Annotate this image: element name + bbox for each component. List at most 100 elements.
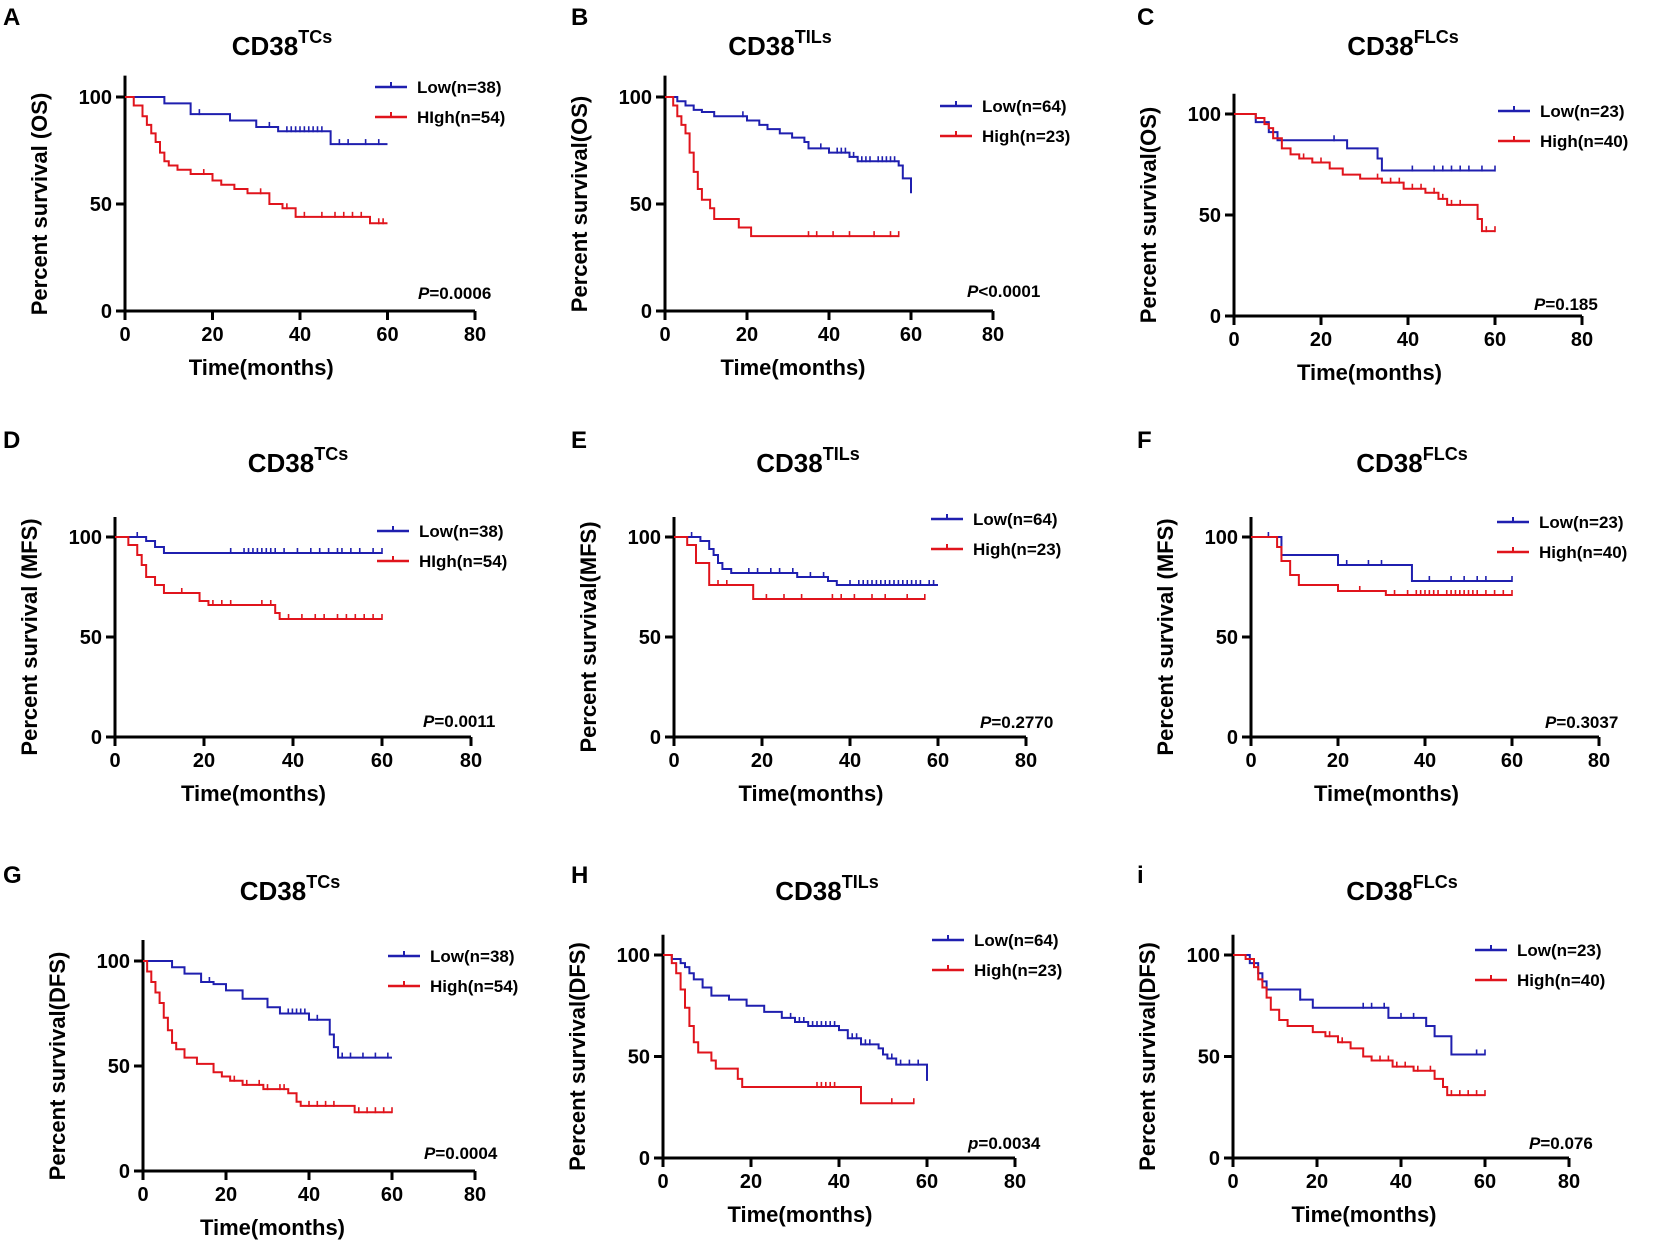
x-tick-label: 40: [289, 324, 311, 346]
x-axis-label: Time(months): [181, 781, 326, 806]
y-tick-label: 0: [101, 301, 112, 323]
x-axis-label: Time(months): [738, 781, 883, 806]
panel-G: G CD38TCs 0 20 40 60 80 0 50 100 Time(months) Perce…: [3, 862, 518, 1240]
x-tick-label: 40: [818, 324, 840, 346]
x-axis-label: Time(months): [1297, 360, 1442, 385]
x-tick-label: 20: [736, 324, 758, 346]
x-tick-label: 80: [460, 750, 482, 772]
y-tick-label: 100: [79, 87, 112, 109]
y-axis-label: Percent survival (MFS): [17, 518, 42, 755]
y-tick-label: 0: [650, 727, 661, 749]
x-tick-label: 20: [1327, 750, 1349, 772]
y-tick-label: 0: [1227, 727, 1238, 749]
chart-title-superscript: FLCs: [1413, 872, 1458, 892]
p-value-prefix: P: [418, 284, 430, 303]
y-tick-label: 100: [628, 527, 661, 549]
y-tick-label: 50: [1216, 627, 1238, 649]
chart-title-superscript: TCs: [298, 27, 332, 47]
x-axis-label: Time(months): [1291, 1202, 1436, 1227]
chart-title-superscript: TILs: [823, 444, 860, 464]
y-tick-label: 100: [1188, 104, 1221, 126]
x-tick-label: 80: [1004, 1171, 1026, 1193]
legend-label-high: HIgh(n=54): [417, 108, 505, 127]
y-tick-label: 100: [69, 527, 102, 549]
y-tick-label: 0: [1209, 1148, 1220, 1170]
legend-label-low: Low(n=38): [417, 78, 502, 97]
y-axis-label: Percent survival (OS): [27, 93, 52, 316]
x-tick-label: 80: [1571, 329, 1593, 351]
p-value: P=0.0004: [424, 1144, 498, 1163]
p-value-text: =0.0006: [429, 284, 491, 303]
y-tick-label: 0: [119, 1161, 130, 1183]
x-tick-label: 0: [109, 750, 120, 772]
km-curve-high: [143, 960, 392, 1114]
legend-label-high: High(n=23): [982, 127, 1070, 146]
chart-title-main: CD38: [756, 448, 822, 478]
chart-title-superscript: FLCs: [1414, 27, 1459, 47]
y-tick-label: 0: [1210, 306, 1221, 328]
x-tick-label: 20: [201, 324, 223, 346]
chart-title: CD38FLCs: [1346, 872, 1457, 906]
y-tick-label: 100: [619, 87, 652, 109]
km-curve-low: [143, 960, 392, 1059]
panel-E: E CD38TILs 0 20 40 60 80 0 50 100 Time(months) Perc…: [571, 427, 1061, 806]
p-value-prefix: P: [423, 712, 435, 731]
chart-title-main: CD38: [240, 876, 306, 906]
p-value-text: <0.0001: [978, 282, 1040, 301]
x-tick-label: 60: [1474, 1171, 1496, 1193]
km-curve-low: [674, 536, 938, 586]
p-value-text: =0.0034: [978, 1134, 1040, 1153]
x-tick-label: 20: [1306, 1171, 1328, 1193]
legend-label-high: High(n=40): [1539, 543, 1627, 562]
x-tick-label: 0: [119, 324, 130, 346]
chart-title-main: CD38: [1347, 31, 1413, 61]
chart-title-main: CD38: [728, 31, 794, 61]
panel-F: F CD38FLCs 0 20 40 60 80 0 50 100 Time(months) Perc…: [1137, 427, 1627, 806]
x-axis-label: Time(months): [1314, 781, 1459, 806]
p-value-text: =0.2770: [991, 713, 1053, 732]
panel-letter: H: [571, 862, 588, 889]
panel-D: D CD38TCs 0 20 40 60 80 0 50 100 Time(months) Perce…: [3, 427, 507, 806]
panel-letter: B: [571, 4, 588, 31]
y-tick-label: 0: [91, 727, 102, 749]
p-value-text: =0.185: [1545, 295, 1597, 314]
p-value-text: =0.076: [1540, 1134, 1592, 1153]
chart-title-main: CD38: [1346, 876, 1412, 906]
legend-label-low: Low(n=23): [1539, 513, 1624, 532]
x-tick-label: 0: [1245, 750, 1256, 772]
chart-title-superscript: TCs: [314, 444, 348, 464]
panel-letter: E: [571, 427, 587, 454]
x-tick-label: 20: [1310, 329, 1332, 351]
chart-title-superscript: TCs: [306, 872, 340, 892]
p-value: P=0.2770: [980, 713, 1053, 732]
x-tick-label: 0: [137, 1184, 148, 1206]
p-value: P=0.185: [1534, 295, 1598, 314]
panel-letter: C: [1137, 4, 1154, 31]
legend-label-high: High(n=23): [974, 961, 1062, 980]
chart-title-main: CD38: [232, 31, 298, 61]
legend-label-low: Low(n=64): [982, 97, 1067, 116]
x-tick-label: 60: [1501, 750, 1523, 772]
km-curve-low: [665, 96, 912, 194]
x-tick-label: 40: [839, 750, 861, 772]
p-value: p=0.0034: [967, 1134, 1041, 1153]
x-tick-label: 60: [376, 324, 398, 346]
y-axis-label: Percent survival(OS): [1136, 107, 1161, 323]
x-tick-label: 40: [1397, 329, 1419, 351]
chart-title-main: CD38: [248, 448, 314, 478]
chart-title: CD38FLCs: [1356, 444, 1467, 478]
legend-label-low: Low(n=23): [1540, 102, 1625, 121]
legend-label-low: Low(n=64): [974, 931, 1059, 950]
y-tick-label: 0: [639, 1148, 650, 1170]
y-tick-label: 100: [97, 951, 130, 973]
legend-label-high: High(n=54): [430, 977, 518, 996]
p-value-prefix: P: [980, 713, 992, 732]
chart-title-superscript: TILs: [842, 872, 879, 892]
y-axis-label: Percent survival(DFS): [45, 952, 70, 1181]
chart-title: CD38TCs: [232, 27, 333, 61]
chart-title-superscript: FLCs: [1423, 444, 1468, 464]
p-value: P<0.0001: [967, 282, 1040, 301]
km-curve-high: [1234, 113, 1495, 233]
panel-letter: i: [1137, 862, 1144, 889]
